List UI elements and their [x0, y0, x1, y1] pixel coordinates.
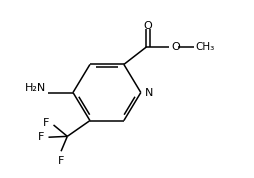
Text: F: F	[43, 118, 49, 128]
Text: CH₃: CH₃	[195, 42, 214, 52]
Text: N: N	[145, 88, 154, 98]
Text: F: F	[58, 156, 64, 166]
Text: O: O	[171, 42, 180, 52]
Text: H₂N: H₂N	[25, 83, 46, 93]
Text: F: F	[38, 132, 44, 142]
Text: O: O	[144, 20, 152, 31]
